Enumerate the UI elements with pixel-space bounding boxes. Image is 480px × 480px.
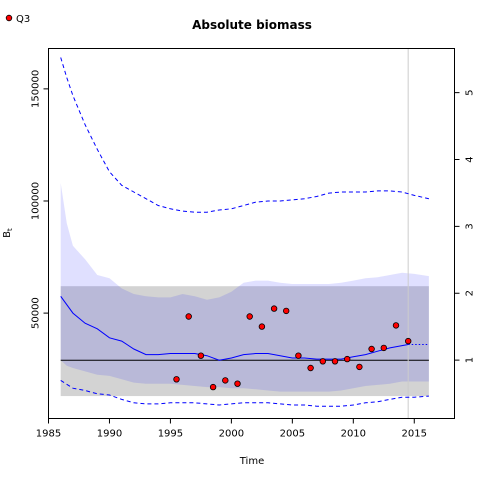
x-tick-label: 2015 — [402, 429, 427, 440]
legend: Q3 — [5, 14, 30, 25]
data-point — [246, 313, 253, 320]
data-point — [222, 377, 229, 384]
y2-tick-label: 1 — [465, 357, 476, 363]
estimate-line — [60, 296, 409, 361]
confidence-band-layer — [60, 183, 429, 392]
y-tick-label: 50000 — [31, 297, 42, 329]
x-tick-label: 1990 — [97, 429, 122, 440]
data-point — [197, 352, 205, 359]
x-tick-label: 2000 — [219, 429, 244, 440]
y-tick-label: 150000 — [31, 70, 42, 108]
data-point — [209, 383, 217, 391]
data-points-layer — [173, 305, 412, 391]
data-point — [368, 345, 375, 353]
data-point — [295, 352, 302, 359]
axes-layer: 1985 1990 1995 2000 2005 2010 2015 50000 100000 1… — [31, 70, 476, 440]
data-point — [356, 363, 363, 371]
legend-label: Q3 — [16, 14, 30, 25]
x-tick-label: 1995 — [158, 429, 183, 440]
data-point — [331, 358, 339, 365]
y-axis-title: Bt — [2, 228, 14, 238]
data-point — [380, 344, 387, 352]
y-tick-label: 100000 — [31, 182, 42, 220]
data-point — [185, 313, 192, 320]
data-point — [405, 337, 412, 345]
ci-upper-line — [60, 57, 430, 213]
data-point — [319, 358, 326, 365]
data-point — [258, 323, 266, 330]
confidence-band — [60, 183, 429, 392]
data-point — [344, 355, 351, 363]
data-point — [307, 364, 314, 372]
chart-title: Absolute biomass — [192, 18, 312, 32]
y2-tick-label: 2 — [465, 290, 476, 296]
data-point — [173, 376, 180, 383]
legend-marker — [5, 14, 13, 22]
y2-tick-label: 3 — [465, 223, 476, 229]
x-tick-label: 2005 — [280, 429, 305, 440]
x-tick-label: 1985 — [36, 429, 61, 440]
data-point — [270, 305, 278, 312]
y2-tick-label: 5 — [465, 89, 476, 95]
ci-lower-line — [60, 379, 429, 407]
y2-tick-label: 4 — [465, 156, 476, 162]
data-point — [234, 380, 241, 387]
data-point — [283, 307, 290, 315]
x-axis-title: Time — [239, 456, 264, 467]
series-lines-layer — [60, 48, 430, 419]
plot-frame — [48, 48, 455, 419]
x-tick-label: 2010 — [341, 429, 366, 440]
data-point — [392, 322, 400, 329]
